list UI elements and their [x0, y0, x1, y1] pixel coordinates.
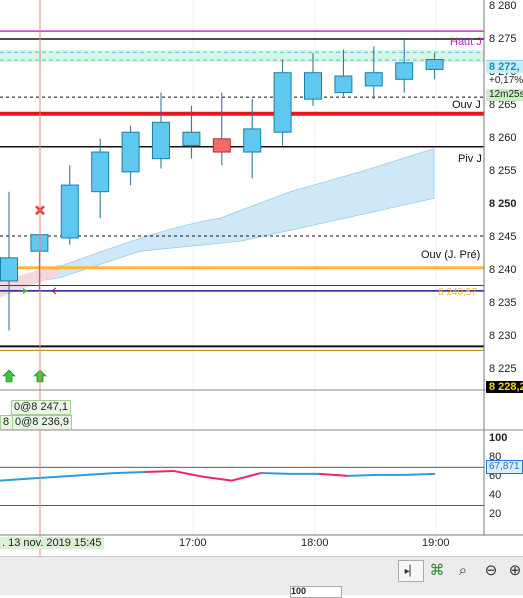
ouv-j-pre-label: Ouv (J. Pré): [421, 249, 481, 261]
rsi-segment: [173, 470, 204, 478]
candle-down: [212, 138, 231, 153]
candle-up: [243, 128, 262, 153]
candle-up: [182, 131, 201, 146]
candle-up: [121, 131, 140, 173]
indicator-tick-label: 40: [489, 488, 502, 501]
price-tick-label: 8 250: [489, 197, 517, 210]
level-240-label: 8 240,57: [438, 287, 477, 298]
bottom-field[interactable]: 100: [290, 586, 342, 598]
low-price-tag: 8 228,2: [486, 381, 523, 393]
price-tick-label: 8 255: [489, 164, 517, 177]
price-tick-label: 8 265: [489, 98, 517, 111]
candle-up: [395, 62, 414, 80]
haut-j-label: Haut J: [450, 36, 482, 48]
time-label-1900: 19:00: [422, 537, 450, 549]
rsi-segment: [57, 473, 88, 478]
price-tick-label: 8 235: [489, 297, 517, 310]
rsi-segment: [28, 475, 59, 480]
indicator-tick-label: 20: [489, 507, 502, 520]
price-tick-label: 8 275: [489, 32, 517, 45]
rsi-segment: [144, 470, 175, 474]
zoom-fit-icon[interactable]: ⌕: [458, 561, 468, 579]
rsi-segment: [347, 473, 378, 477]
order-box-1[interactable]: 0@8 247,1: [11, 400, 71, 415]
rsi-segment: [260, 471, 291, 475]
candle-up: [152, 121, 170, 160]
rsi-segment: [405, 472, 436, 476]
current-price-tag: 8 272,: [486, 60, 523, 73]
scroll-right-icon[interactable]: ▸▏: [398, 560, 424, 582]
candle-up: [273, 72, 292, 133]
candle-up: [304, 72, 322, 100]
indicator-tick-label: 100: [489, 431, 508, 444]
bottom-toolbar: ▸▏ ⌘ ⌕ ⊖ ⊕ 100: [0, 556, 523, 598]
rsi-segment: [202, 475, 233, 482]
candle-up: [30, 234, 49, 252]
price-tick-label: 8 245: [489, 230, 517, 243]
rsi-segment: [318, 472, 349, 477]
order-box-2[interactable]: 0@8 236,9: [12, 415, 72, 430]
candle-up: [334, 75, 353, 94]
price-tick-label: 8 240: [489, 264, 517, 277]
indicator-value-tag: 67,871: [486, 460, 523, 474]
time-label-1800: 18:00: [301, 537, 329, 549]
zoom-out-icon[interactable]: ⊖: [484, 562, 498, 579]
candle-up: [60, 184, 79, 239]
price-chart[interactable]: [0, 0, 523, 560]
price-tick-label: 8 280: [489, 0, 517, 12]
candle-up: [0, 257, 18, 282]
buy-arrow-icon: [2, 369, 16, 383]
chart-tool-icon[interactable]: ⌘: [429, 562, 445, 579]
candle-up: [91, 151, 110, 193]
rsi-segment: [231, 471, 262, 482]
rsi-segment: [86, 471, 117, 476]
rsi-segment: [0, 477, 30, 482]
candle-up: [425, 58, 444, 70]
price-band: [0, 50, 484, 63]
bracket-marker-icon: [51, 287, 57, 295]
rsi-segment: [115, 471, 146, 474]
play-marker-icon: [23, 287, 28, 294]
time-label-1700: 17:00: [179, 537, 207, 549]
price-tick-label: 8 225: [489, 363, 517, 376]
ouv-j-label: Ouv J: [452, 99, 481, 111]
date-label: . 13 nov. 2019 15:45: [0, 537, 104, 549]
indicator-tick-label: 80: [489, 450, 502, 463]
candle-up: [364, 72, 383, 87]
countdown-tag: 12m25s: [486, 89, 523, 101]
price-tick-label: 8 260: [489, 131, 517, 144]
zoom-in-icon[interactable]: ⊕: [508, 562, 522, 579]
price-tick-label: 8 230: [489, 330, 517, 343]
pink-area: [0, 264, 60, 298]
change-label: +0,17%: [489, 75, 523, 86]
piv-j-label: Piv J: [458, 153, 482, 165]
